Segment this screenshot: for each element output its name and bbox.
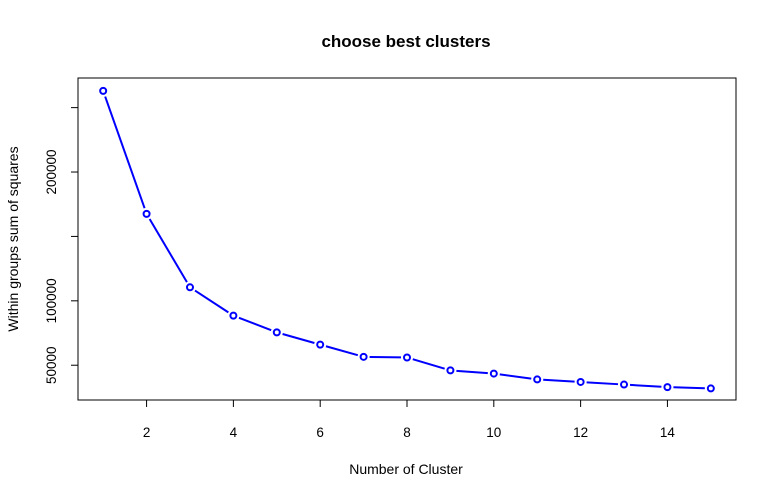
series-segment xyxy=(543,378,575,383)
x-tick-label: 8 xyxy=(403,425,411,440)
data-point xyxy=(185,283,194,292)
series-segment xyxy=(194,289,229,314)
data-point xyxy=(272,328,281,337)
x-tick-label: 14 xyxy=(660,425,676,440)
data-point xyxy=(620,380,629,389)
x-axis-label: Number of Cluster xyxy=(349,461,463,477)
data-point xyxy=(99,86,108,95)
data-point xyxy=(489,369,498,378)
data-point xyxy=(706,384,715,393)
y-axis-label: Within groups sum of squares xyxy=(5,146,21,331)
data-point xyxy=(446,366,455,375)
data-point xyxy=(316,340,325,349)
y-tick-label: 100000 xyxy=(44,278,59,323)
y-tick-label: 200000 xyxy=(44,149,59,194)
data-point xyxy=(359,352,368,361)
series-segment xyxy=(238,316,272,332)
data-point xyxy=(229,311,238,320)
x-axis: 2 4 6 8 10 12 14 xyxy=(143,399,676,440)
series-segment xyxy=(673,386,705,390)
y-axis: 50000 100000 200000 xyxy=(44,107,79,384)
x-tick-label: 2 xyxy=(143,425,151,440)
data-point xyxy=(403,353,411,362)
x-tick-label: 4 xyxy=(230,425,238,440)
data-point xyxy=(663,383,672,392)
series-segment xyxy=(412,358,445,370)
series-segment xyxy=(586,381,619,386)
series-line-group xyxy=(99,86,715,393)
y-tick-label: 50000 xyxy=(44,346,59,384)
x-tick-label: 12 xyxy=(573,425,588,440)
series-segment xyxy=(148,218,188,283)
plot-frame xyxy=(77,77,737,401)
data-point xyxy=(576,377,585,386)
series-segment xyxy=(629,383,662,388)
series-segment xyxy=(325,345,359,357)
data-point xyxy=(142,209,151,218)
series-segment xyxy=(282,333,315,344)
chart-title: choose best clusters xyxy=(321,32,490,51)
x-tick-label: 6 xyxy=(316,425,324,440)
series-segment xyxy=(499,373,532,380)
x-tick-label: 10 xyxy=(486,425,501,440)
series-segment xyxy=(456,369,488,375)
series-segment xyxy=(104,96,146,209)
data-point xyxy=(533,375,542,384)
